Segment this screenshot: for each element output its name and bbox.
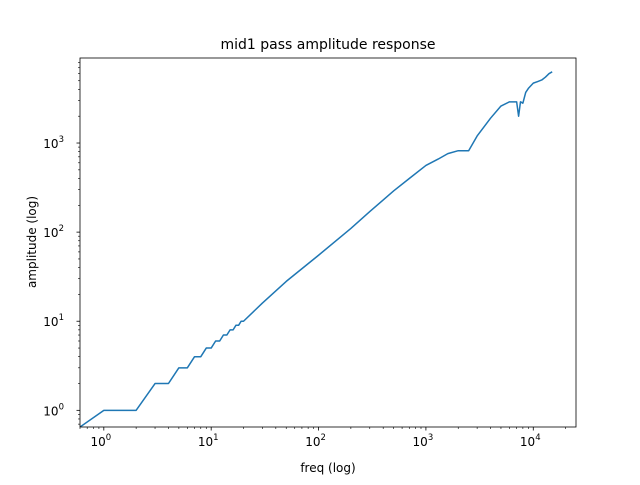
x-tick-label-exponent: 1 <box>213 433 218 443</box>
x-axis-label: freq (log) <box>300 461 355 475</box>
x-tick-label: 102 <box>305 433 326 449</box>
y-tick-label-base: 10 <box>43 226 58 240</box>
y-tick-label-base: 10 <box>43 137 58 151</box>
x-tick-label-exponent: 3 <box>428 433 433 443</box>
x-tick-label-exponent: 4 <box>535 433 540 443</box>
x-tick-label-base: 10 <box>90 435 105 449</box>
y-axis-label: amplitude (log) <box>25 196 39 288</box>
y-tick-label: 100 <box>43 402 64 418</box>
x-tick-label-base: 10 <box>305 435 320 449</box>
x-tick-label: 104 <box>520 433 541 449</box>
x-tick-label: 101 <box>198 433 219 449</box>
y-tick-label: 103 <box>43 135 64 151</box>
series-line-0 <box>80 71 553 427</box>
chart-title: mid1 pass amplitude response <box>220 37 435 53</box>
y-tick-label-exponent: 2 <box>59 224 64 234</box>
plot-area <box>80 71 553 427</box>
x-tick-label-base: 10 <box>520 435 535 449</box>
axes-frame <box>79 57 577 428</box>
x-axis-ticks: 100 101 102 103 104 <box>79 427 566 449</box>
y-tick-label-base: 10 <box>43 404 58 418</box>
y-tick-label-exponent: 3 <box>59 135 64 145</box>
y-tick-label: 101 <box>43 313 64 329</box>
x-tick-label-exponent: 2 <box>320 433 325 443</box>
y-tick-label-exponent: 1 <box>59 313 64 323</box>
y-tick-label-base: 10 <box>43 315 58 329</box>
x-tick-label-base: 10 <box>413 435 428 449</box>
y-tick-label-exponent: 0 <box>59 402 64 412</box>
y-tick-label: 102 <box>43 224 64 240</box>
x-tick-label: 103 <box>413 433 434 449</box>
x-tick-label-base: 10 <box>198 435 213 449</box>
x-tick-label-exponent: 0 <box>106 433 111 443</box>
x-tick-label: 100 <box>90 433 111 449</box>
